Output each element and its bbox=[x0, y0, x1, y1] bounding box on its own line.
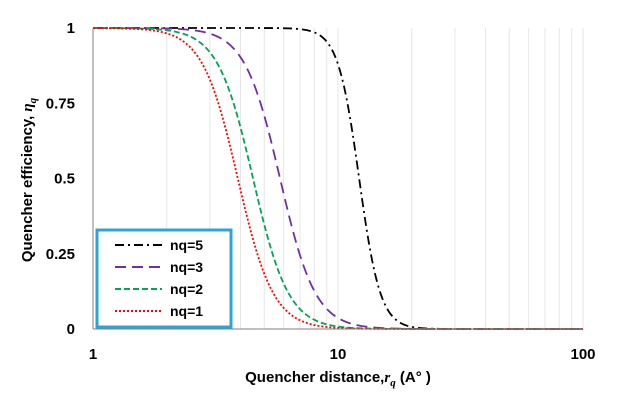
y-axis-title-symbol: η bbox=[20, 103, 36, 111]
x-tick-label: 1 bbox=[89, 346, 97, 363]
y-tick-label: 0 bbox=[67, 321, 75, 338]
y-axis-title: Quencher efficiency, ηq bbox=[19, 97, 39, 262]
y-tick-label: 0.75 bbox=[46, 95, 75, 112]
y-axis-title-subscript: q bbox=[27, 97, 39, 103]
legend: nq=5 nq=3 nq=2 nq=1 bbox=[95, 228, 233, 329]
x-tick-labels: 1 10 100 bbox=[89, 346, 596, 363]
x-tick-label: 10 bbox=[330, 346, 347, 363]
x-axis-title: Quencher distance,rq (A° ) bbox=[245, 369, 431, 389]
legend-label: nq=5 bbox=[170, 237, 203, 253]
legend-items: nq=5 nq=3 nq=2 nq=1 bbox=[115, 237, 203, 319]
y-tick-label: 0.5 bbox=[54, 171, 75, 188]
x-axis-title-subscript: q bbox=[390, 377, 396, 389]
x-tick-label: 100 bbox=[570, 346, 595, 363]
minor-gridlines bbox=[92, 28, 584, 329]
legend-label: nq=1 bbox=[170, 303, 203, 319]
y-axis-title-text: Quencher efficiency, bbox=[19, 112, 36, 263]
legend-label: nq=3 bbox=[170, 259, 203, 275]
y-tick-labels: 0 0.25 0.5 0.75 1 bbox=[46, 20, 75, 338]
x-axis-title-symbol: r bbox=[384, 370, 390, 386]
y-tick-label: 1 bbox=[67, 20, 75, 37]
y-tick-label: 0.25 bbox=[46, 246, 75, 263]
x-axis-title-unit: (A° ) bbox=[396, 369, 431, 386]
legend-label: nq=2 bbox=[170, 281, 203, 297]
x-axis-title-text: Quencher distance, bbox=[245, 369, 384, 386]
